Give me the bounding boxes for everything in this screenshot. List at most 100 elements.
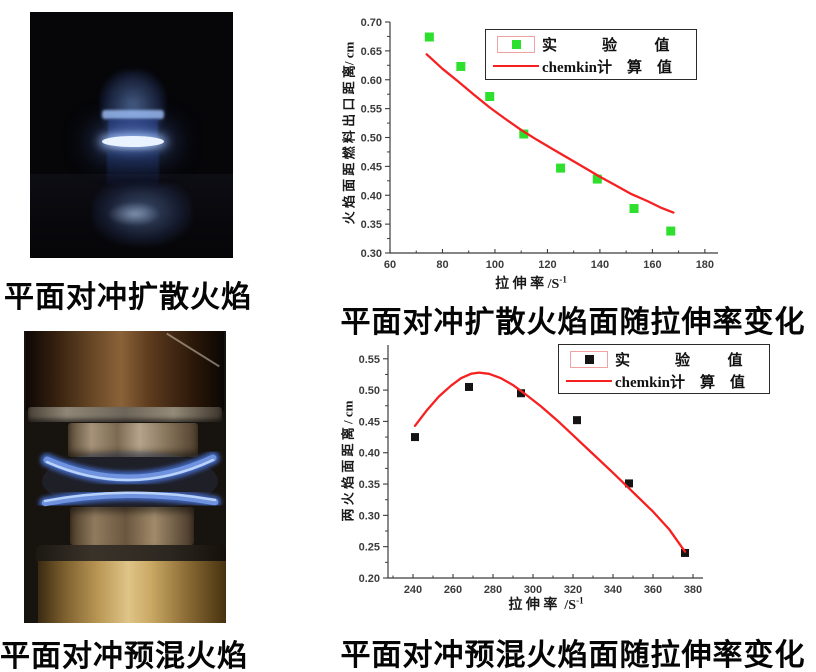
- scatter-point: [625, 479, 633, 488]
- legend-marker-line: [490, 65, 542, 67]
- x-axis-title-text: 拉 伸 率 /S: [495, 277, 560, 292]
- x-tick-label: 80: [436, 259, 448, 271]
- x-tick-label: 240: [404, 584, 422, 596]
- fit-line: [413, 371, 687, 553]
- y-tick-label: 0.50: [361, 133, 382, 145]
- legend-marker-frame: [570, 350, 608, 368]
- x-tick-label: 140: [591, 259, 609, 271]
- scatter-point: [666, 226, 676, 236]
- y-tick-label: 0.35: [361, 219, 382, 231]
- upper-flame-core: [45, 458, 215, 482]
- legend-line-swatch: [493, 65, 539, 67]
- lower-burner-tube: [107, 151, 159, 185]
- x-tick-label: 340: [604, 584, 622, 596]
- diffusion-chart-plot: 60 80 100 120 140 160 180 0.30 0.35 0.40 0.45 0.50 0…: [361, 17, 718, 271]
- y-axis-title: 两 火 焰 面 距 离 / cm: [332, 341, 362, 581]
- premixed-chart-plot: 240 260 280 300 320 340 360 380 0.20 0.25 0.30 0.35…: [359, 345, 703, 596]
- premixed-flame-chart: 240 260 280 300 320 340 360 380 0.20 0.25 0.30 0.35…: [330, 336, 816, 672]
- x-tick-label: 60: [384, 259, 396, 271]
- x-tick-label: 160: [643, 259, 661, 271]
- legend-label: chemkin计 算 值: [542, 59, 673, 76]
- fit-line: [425, 53, 675, 214]
- y-tick-label: 0.45: [361, 161, 382, 173]
- y-tick-label: 0.70: [361, 17, 382, 29]
- y-tick-label: 0.35: [359, 479, 380, 491]
- legend-marker-frame: [497, 35, 535, 53]
- x-tick-label: 360: [644, 584, 662, 596]
- legend-label: 实 验 值: [615, 352, 743, 369]
- flame-disk: [102, 136, 164, 147]
- scatter-point: [456, 61, 466, 71]
- y-tick-label: 0.40: [359, 448, 380, 460]
- y-tick-label: 0.50: [359, 385, 380, 397]
- diffusion-photo-caption: 平面对冲扩散火焰: [4, 281, 252, 314]
- flame-reflection-core: [108, 202, 160, 226]
- scatter-point: [411, 433, 419, 442]
- y-tick-label: 0.25: [359, 542, 380, 554]
- scatter-point: [629, 204, 639, 214]
- diffusion-flame-photo: [30, 12, 233, 258]
- legend-marker-square: [490, 35, 542, 53]
- lower-nozzle: [70, 507, 194, 545]
- legend-line-swatch: [566, 380, 612, 382]
- x-tick-label: 320: [564, 584, 582, 596]
- premixed-chart-caption: 平面对冲预混火焰面随拉伸率变化: [340, 639, 806, 672]
- burner-tube: [108, 119, 158, 138]
- scatter-point: [592, 174, 602, 184]
- y-tick-label: 0.30: [361, 248, 382, 260]
- x-axis-title-superscript: -1: [559, 274, 567, 285]
- x-tick-label: 280: [484, 584, 502, 596]
- scatter-point: [519, 129, 529, 139]
- legend-marker-swatch: [584, 354, 594, 364]
- twin-flame-sheets: [39, 451, 221, 511]
- scatter-point: [465, 382, 473, 391]
- x-tick-label: 100: [486, 259, 504, 271]
- lower-flame-mid: [41, 491, 219, 507]
- x-tick-label: 260: [444, 584, 462, 596]
- y-tick-label: 0.45: [359, 416, 380, 428]
- y-tick-label: 0.55: [361, 104, 382, 116]
- scatter-point: [573, 416, 581, 425]
- legend-entry: 实 验 值: [490, 33, 696, 55]
- scatter-point: [485, 91, 495, 101]
- lower-burner-cylinder: [38, 561, 226, 623]
- legend-label: chemkin计 算 值: [615, 374, 746, 391]
- legend-marker-swatch: [511, 39, 521, 49]
- upper-nozzle: [68, 423, 198, 457]
- burner-rim-glow: [102, 110, 164, 119]
- upper-burner-cylinder: [26, 331, 224, 411]
- legend-marker-line: [563, 380, 615, 382]
- x-tick-label: 380: [684, 584, 702, 596]
- y-tick-label: 0.55: [359, 354, 380, 366]
- y-tick-label: 0.60: [361, 75, 382, 87]
- premixed-flame-photo: [24, 331, 226, 623]
- scatter-point: [424, 32, 434, 42]
- x-axis-title: 拉 伸 率 /S-1: [390, 273, 672, 293]
- y-tick-label: 0.40: [361, 190, 382, 202]
- premixed-photo-caption: 平面对冲预混火焰: [0, 640, 248, 672]
- scatter-point: [517, 389, 525, 398]
- y-axis-title-text: 两 火 焰 面 距 离 / cm: [340, 400, 356, 522]
- y-axis-title-text: 火 焰 面 距 燃 料 出 口 距 离/ cm: [341, 41, 357, 224]
- diffusion-chart-caption: 平面对冲扩散火焰面随拉伸率变化: [340, 306, 806, 339]
- x-axis-title-text: 拉 伸 率 /S: [508, 598, 577, 613]
- x-tick-label: 120: [538, 259, 556, 271]
- y-tick-label: 0.20: [359, 573, 380, 585]
- scatter-point: [556, 163, 566, 173]
- legend-marker-square: [563, 350, 615, 368]
- y-tick-label: 0.30: [359, 510, 380, 522]
- diffusion-flame-chart: 60 80 100 120 140 160 180 0.30 0.35 0.40 0.45 0.50 0…: [330, 0, 816, 339]
- scatter-point: [681, 548, 689, 557]
- upper-flame-mid: [43, 454, 217, 482]
- legend-entry: chemkin计 算 值: [563, 370, 769, 392]
- x-tick-label: 300: [524, 584, 542, 596]
- x-axis-title-superscript: -1: [576, 595, 584, 606]
- legend-entry: 实 验 值: [563, 348, 769, 370]
- y-tick-label: 0.65: [361, 46, 382, 58]
- chart-legend: 实 验 值 chemkin计 算 值: [485, 29, 697, 80]
- y-axis-title: 火 焰 面 距 燃 料 出 口 距 离/ cm: [332, 12, 364, 253]
- x-axis-title: 拉 伸 率 /S-1: [388, 594, 704, 614]
- legend-label: 实 验 值: [542, 37, 670, 54]
- x-tick-label: 180: [696, 259, 714, 271]
